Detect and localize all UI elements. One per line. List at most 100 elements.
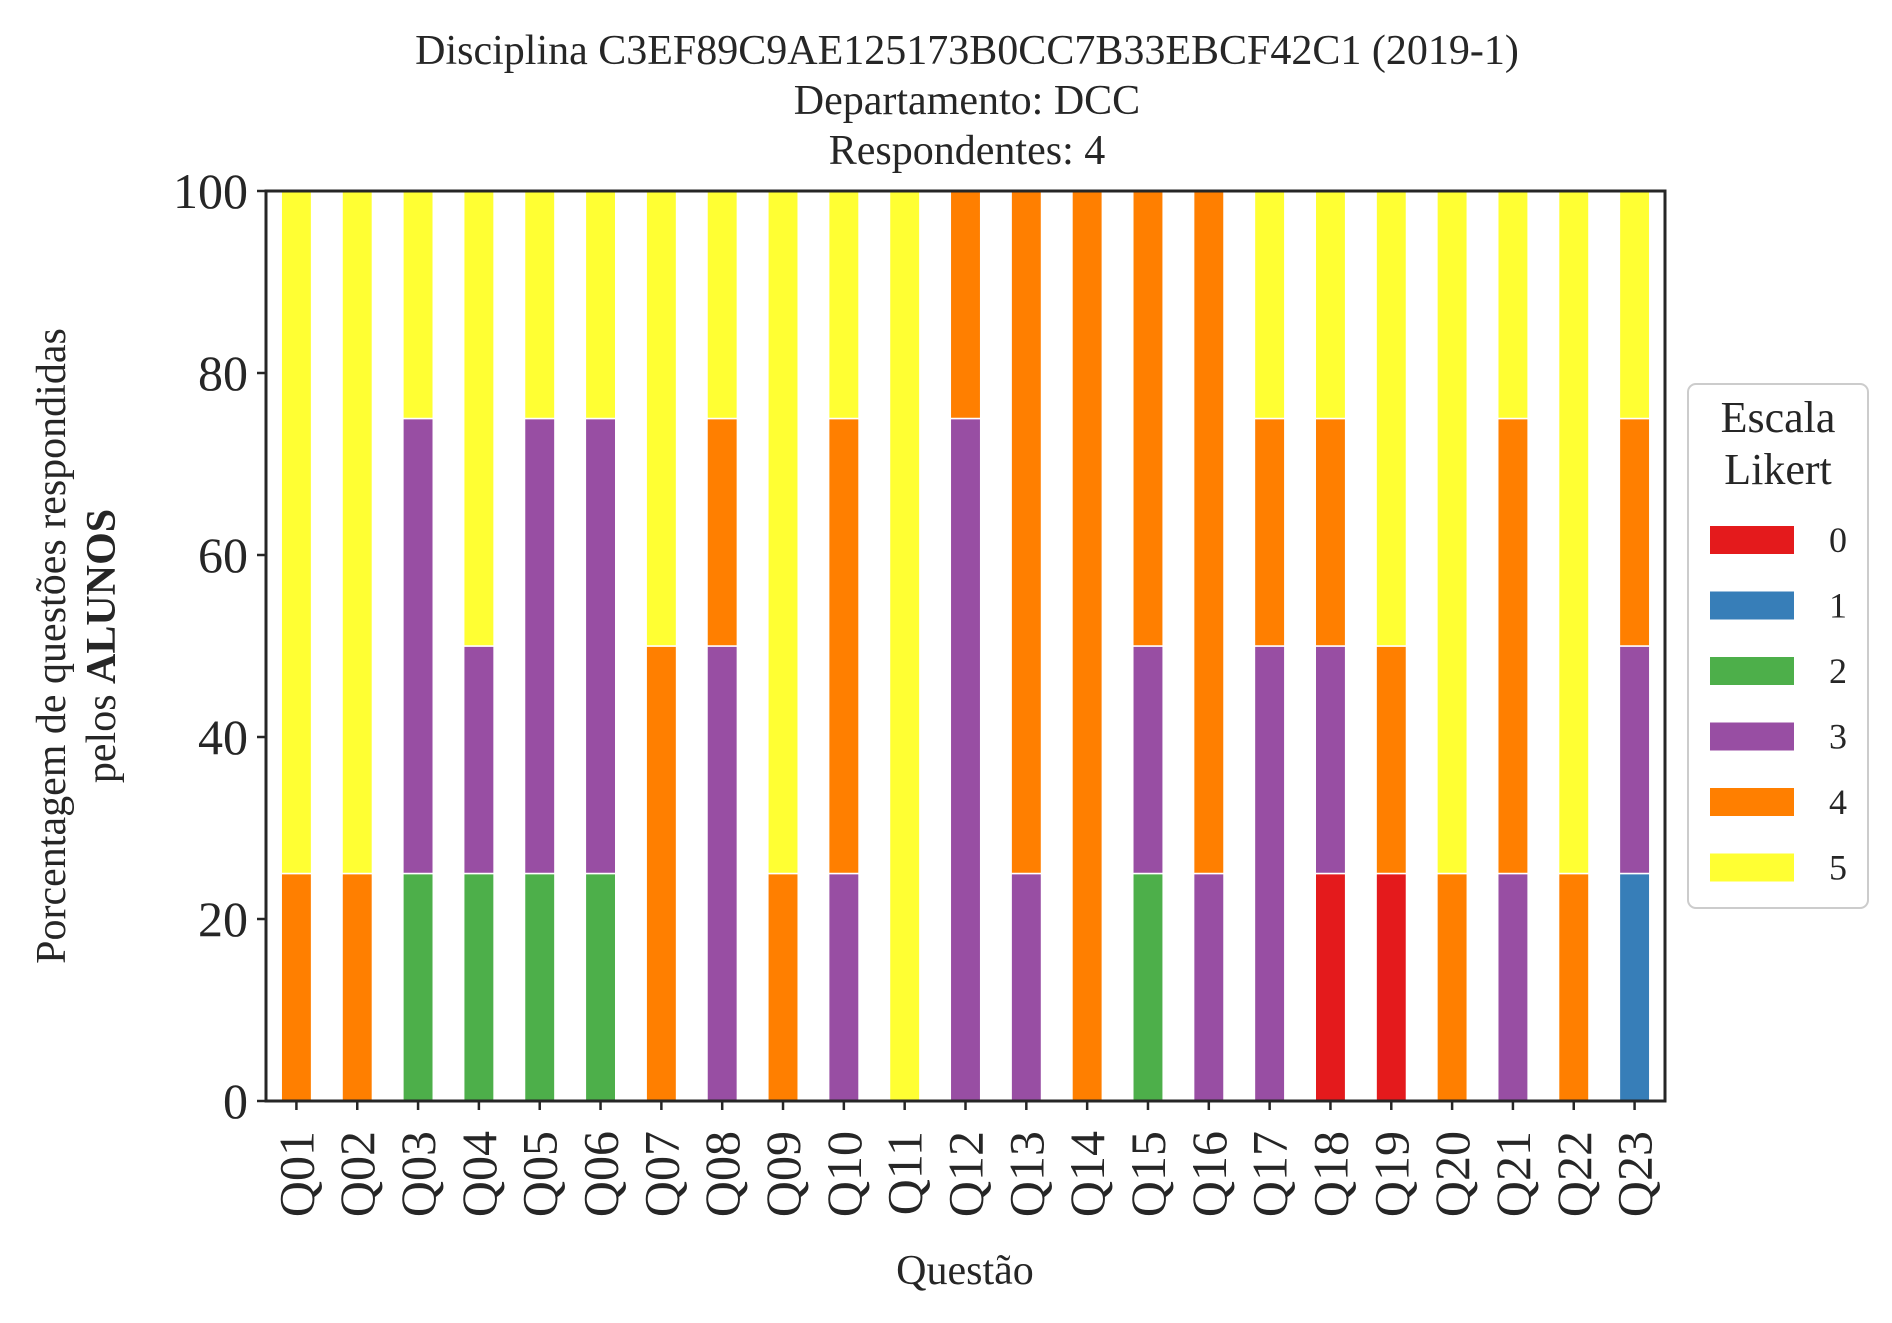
bar-segment-q07-likert-4 (645, 645, 678, 1102)
legend-swatch-4 (1710, 788, 1794, 816)
x-tick-label-q15: Q15 (1120, 1131, 1176, 1217)
y-tick-label-0: 0 (223, 1073, 248, 1129)
y-tick-label-60: 60 (198, 527, 248, 583)
bar-segment-q17-likert-3 (1253, 645, 1286, 1102)
bar-segment-q18-likert-3 (1314, 645, 1347, 875)
x-tick-label-q22: Q22 (1546, 1131, 1602, 1217)
legend: Escala Likert 0 1 2 3 4 5 (1687, 383, 1869, 909)
y-tick-label-80: 80 (198, 345, 248, 401)
x-tick-label-q04: Q04 (451, 1131, 507, 1217)
x-tick-label-q19: Q19 (1363, 1131, 1419, 1217)
legend-label-3: 3 (1829, 717, 1847, 757)
legend-items: 0 1 2 3 4 5 (1710, 520, 1847, 888)
y-axis-label-line-1: Porcentagem de questões respondidas (29, 328, 75, 964)
chart-title-line-1: Disciplina C3EF89C9AE125173B0CC7B33EBCF4… (415, 28, 1519, 74)
x-tick-label-q02: Q02 (329, 1131, 385, 1217)
bar-segment-q22-likert-5 (1557, 190, 1590, 875)
bar-segment-q05-likert-2 (523, 872, 556, 1102)
x-tick-label-q01: Q01 (268, 1131, 324, 1217)
bar-segment-q16-likert-3 (1192, 872, 1225, 1102)
bar-segment-q15-likert-4 (1132, 190, 1164, 647)
x-tick-label-q08: Q08 (694, 1131, 750, 1217)
bar-segment-q20-likert-5 (1436, 190, 1469, 875)
chart-title-line-3: Respondentes: 4 (829, 128, 1105, 174)
bar-segment-q17-likert-4 (1253, 417, 1286, 647)
x-tick-label-q18: Q18 (1302, 1131, 1358, 1217)
bar-segment-q06-likert-5 (584, 190, 617, 420)
legend-title-line-1: Escala (1721, 393, 1836, 442)
bar-segment-q23-likert-5 (1618, 190, 1651, 420)
x-tick-label-q07: Q07 (633, 1131, 689, 1217)
bar-segment-q15-likert-3 (1132, 645, 1164, 875)
bar-segment-q18-likert-5 (1314, 190, 1347, 420)
bar-segment-q03-likert-5 (402, 190, 435, 420)
bar-segment-q12-likert-3 (949, 417, 982, 1102)
bar-segment-q23-likert-1 (1618, 872, 1651, 1102)
bar-segment-q11-likert-5 (888, 190, 921, 1102)
bar-segment-q10-likert-5 (827, 190, 860, 420)
bars-layer (280, 190, 1651, 1102)
bar-segment-q06-likert-3 (584, 417, 617, 875)
y-axis-label-bold: ALUNOS (79, 509, 125, 684)
bar-segment-q19-likert-5 (1375, 190, 1408, 647)
y-axis-label: Porcentagem de questões respondidas pelo… (29, 328, 125, 964)
bar-segment-q05-likert-5 (523, 190, 556, 420)
legend-frame (1687, 383, 1869, 909)
bar-segment-q09-likert-5 (767, 190, 799, 875)
bar-segment-q21-likert-3 (1496, 872, 1529, 1102)
bar-segment-q17-likert-5 (1253, 190, 1286, 420)
x-tick-label-q17: Q17 (1242, 1131, 1298, 1217)
bar-segment-q02-likert-5 (341, 190, 374, 875)
bar-segment-q10-likert-4 (827, 417, 860, 875)
bar-segment-q15-likert-2 (1132, 872, 1164, 1102)
x-tick-label-q06: Q06 (573, 1131, 629, 1217)
bar-segment-q10-likert-3 (827, 872, 860, 1102)
x-tick-label-q09: Q09 (755, 1131, 811, 1217)
legend-swatch-0 (1710, 526, 1794, 554)
legend-label-5: 5 (1829, 848, 1847, 888)
bar-segment-q23-likert-4 (1618, 417, 1651, 647)
bar-segment-q18-likert-0 (1314, 872, 1347, 1102)
x-tick-label-q05: Q05 (512, 1131, 568, 1217)
bar-segment-q07-likert-5 (645, 190, 678, 647)
legend-title-line-2: Likert (1724, 445, 1832, 494)
legend-label-0: 0 (1829, 520, 1847, 560)
x-tick-label-q11: Q11 (877, 1131, 933, 1215)
legend-label-4: 4 (1829, 782, 1847, 822)
bar-segment-q20-likert-4 (1436, 872, 1469, 1102)
bar-segment-q21-likert-5 (1496, 190, 1529, 420)
x-tick-label-q23: Q23 (1607, 1131, 1663, 1217)
x-tick-label-q14: Q14 (1059, 1131, 1115, 1217)
bar-segment-q13-likert-4 (1010, 190, 1043, 875)
x-tick-label-q12: Q12 (938, 1131, 994, 1217)
x-tick-label-q10: Q10 (816, 1131, 872, 1217)
bar-segment-q02-likert-4 (341, 872, 374, 1102)
y-axis-ticks: 0 20 40 60 80 100 (173, 163, 266, 1129)
legend-swatch-3 (1710, 722, 1794, 751)
x-tick-label-q20: Q20 (1424, 1131, 1480, 1217)
bar-segment-q03-likert-3 (402, 417, 435, 875)
bar-segment-q21-likert-4 (1496, 417, 1529, 875)
bar-segment-q01-likert-5 (280, 190, 313, 875)
x-axis-label: Questão (896, 1248, 1034, 1294)
bar-segment-q16-likert-4 (1192, 190, 1225, 875)
y-tick-label-20: 20 (198, 891, 248, 947)
chart-title-line-2: Departamento: DCC (794, 78, 1140, 124)
chart-title: Disciplina C3EF89C9AE125173B0CC7B33EBCF4… (415, 28, 1519, 174)
bar-segment-q08-likert-4 (706, 417, 739, 647)
bar-segment-q05-likert-3 (523, 417, 556, 875)
bar-segment-q03-likert-2 (402, 872, 435, 1102)
x-axis-ticks: Q01 Q02 Q03 Q04 Q05 Q06 Q07 Q08 Q09 Q10 Q11 Q12 Q13 Q… (268, 1101, 1663, 1217)
bar-segment-q04-likert-5 (462, 190, 495, 647)
bar-segment-q09-likert-4 (767, 872, 799, 1102)
bar-segment-q04-likert-3 (462, 645, 495, 875)
bar-segment-q01-likert-4 (280, 872, 313, 1102)
x-tick-label-q21: Q21 (1485, 1131, 1541, 1217)
legend-swatch-1 (1710, 591, 1794, 620)
legend-label-2: 2 (1829, 651, 1847, 691)
x-tick-label-q13: Q13 (998, 1131, 1054, 1217)
bar-segment-q22-likert-4 (1557, 872, 1590, 1102)
bar-segment-q08-likert-5 (706, 190, 739, 420)
bar-segment-q06-likert-2 (584, 872, 617, 1102)
